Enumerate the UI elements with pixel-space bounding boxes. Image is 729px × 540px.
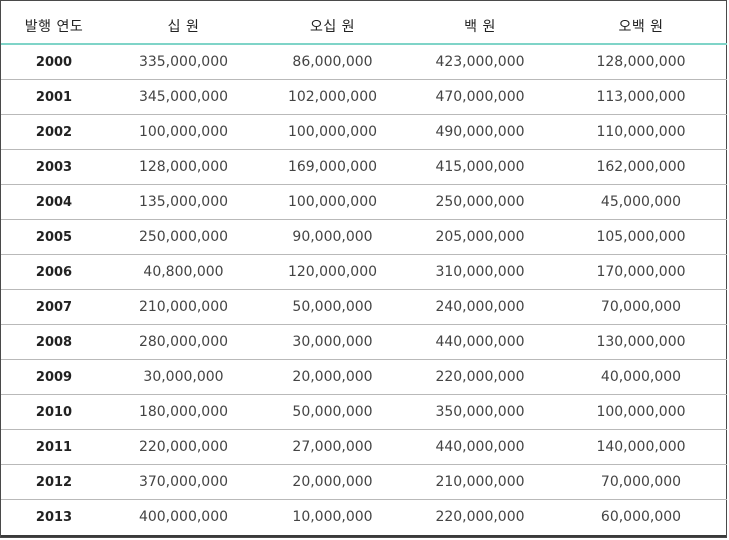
header-500-won: 오백 원: [555, 9, 727, 45]
five-hundred-won-cell: 140,000,000: [555, 429, 727, 465]
fifty-won-cell: 20,000,000: [260, 359, 405, 395]
hundred-won-cell: 470,000,000: [405, 79, 555, 115]
hundred-won-cell: 490,000,000: [405, 114, 555, 150]
hundred-won-cell: 210,000,000: [405, 464, 555, 500]
five-hundred-won-cell: 130,000,000: [555, 324, 727, 360]
ten-won-cell: 335,000,000: [107, 44, 260, 80]
hundred-won-cell: 250,000,000: [405, 184, 555, 220]
year-cell: 2002: [1, 114, 107, 150]
header-10-won: 십 원: [107, 9, 260, 45]
fifty-won-cell: 30,000,000: [260, 324, 405, 360]
ten-won-cell: 400,000,000: [138, 509, 229, 525]
year-cell: 2011: [1, 429, 107, 465]
header-100-won: 백 원: [405, 9, 555, 45]
ten-won-cell: 180,000,000: [107, 394, 260, 430]
fifty-won-cell: 86,000,000: [260, 44, 405, 80]
fifty-won-cell: 27,000,000: [260, 429, 405, 465]
fifty-won-cell: 50,000,000: [260, 394, 405, 430]
five-hundred-won-cell: 170,000,000: [555, 254, 727, 290]
header-row: 발행 연도 십 원 오십 원 백 원 오백 원: [1, 9, 727, 45]
fifty-won-cell: 100,000,000: [260, 114, 405, 150]
table-row: 2009 30,000,000 20,000,000 220,000,000 40,00…: [1, 359, 727, 395]
fifty-won-cell: 102,000,000: [260, 79, 405, 115]
year-cell: 2004: [1, 184, 107, 220]
five-hundred-won-cell: 105,000,000: [555, 219, 727, 255]
five-hundred-won-cell: 40,000,000: [555, 359, 727, 395]
ten-won-cell: 220,000,000: [107, 429, 260, 465]
ten-won-cell: 250,000,000: [107, 219, 260, 255]
year-cell: 2000: [1, 44, 107, 80]
five-hundred-won-cell: 113,000,000: [555, 79, 727, 115]
fifty-won-cell: 20,000,000: [260, 464, 405, 500]
fifty-won-cell: 90,000,000: [260, 219, 405, 255]
ten-won-cell: 210,000,000: [107, 289, 260, 325]
table-row: 2006 40,800,000 120,000,000 310,000,000 170,…: [1, 254, 727, 290]
fifty-won-cell: 100,000,000: [260, 184, 405, 220]
hundred-won-cell: 220,000,000: [405, 359, 555, 395]
table-row: 2007 210,000,000 50,000,000 240,000,000 70,0…: [1, 289, 727, 325]
header-50-won: 오십 원: [260, 9, 405, 45]
hundred-won-cell: 423,000,000: [405, 44, 555, 80]
year-cell: 2013: [35, 509, 73, 525]
hundred-won-cell: 415,000,000: [405, 149, 555, 185]
table-row: 2001 345,000,000 102,000,000 470,000,000 113…: [1, 79, 727, 115]
table-row: 2002 100,000,000 100,000,000 490,000,000 110…: [1, 114, 727, 150]
ten-won-cell: 135,000,000: [107, 184, 260, 220]
ten-won-cell: 40,800,000: [107, 254, 260, 290]
table-row: 2000 335,000,000 86,000,000 423,000,000 128,…: [1, 44, 727, 80]
table-row: 2011 220,000,000 27,000,000 440,000,000 140,…: [1, 429, 727, 465]
hundred-won-cell: 205,000,000: [405, 219, 555, 255]
ten-won-cell: 100,000,000: [107, 114, 260, 150]
fifty-won-cell: 169,000,000: [260, 149, 405, 185]
table-row: 2004 135,000,000 100,000,000 250,000,000 45,…: [1, 184, 727, 220]
year-cell: 2003: [1, 149, 107, 185]
coin-issuance-table: 발행 연도 십 원 오십 원 백 원 오백 원 2000 335,000,000 8…: [1, 9, 727, 534]
ten-won-cell: 280,000,000: [107, 324, 260, 360]
ten-won-cell: 370,000,000: [107, 464, 260, 500]
five-hundred-won-cell: 70,000,000: [555, 464, 727, 500]
table-header: 발행 연도 십 원 오십 원 백 원 오백 원: [1, 9, 727, 45]
table-row: 2010 180,000,000 50,000,000 350,000,000 100,…: [1, 394, 727, 430]
fifty-won-cell: 10,000,000: [292, 509, 373, 525]
hundred-won-cell: 220,000,000: [435, 509, 525, 525]
header-year: 발행 연도: [1, 9, 107, 45]
five-hundred-won-cell: 100,000,000: [555, 394, 727, 430]
year-cell: 2006: [1, 254, 107, 290]
five-hundred-won-cell: 110,000,000: [555, 114, 727, 150]
five-hundred-won-cell: 162,000,000: [555, 149, 727, 185]
ten-won-cell: 128,000,000: [107, 149, 260, 185]
hundred-won-cell: 350,000,000: [405, 394, 555, 430]
five-hundred-won-cell: 128,000,000: [555, 44, 727, 80]
year-cell: 2007: [1, 289, 107, 325]
year-cell: 2012: [1, 464, 107, 500]
hundred-won-cell: 440,000,000: [405, 429, 555, 465]
year-cell: 2008: [1, 324, 107, 360]
table-body: 2000 335,000,000 86,000,000 423,000,000 128,…: [1, 44, 727, 534]
year-cell: 2010: [1, 394, 107, 430]
hundred-won-cell: 240,000,000: [405, 289, 555, 325]
table-row: 2013 400,000,000 10,000,000 220,000,000 60,0…: [1, 500, 727, 535]
year-cell: 2001: [1, 79, 107, 115]
ten-won-cell: 345,000,000: [107, 79, 260, 115]
fifty-won-cell: 50,000,000: [260, 289, 405, 325]
five-hundred-won-cell: 70,000,000: [555, 289, 727, 325]
five-hundred-won-cell: 60,000,000: [600, 509, 682, 525]
year-cell: 2009: [1, 359, 107, 395]
ten-won-cell: 30,000,000: [107, 359, 260, 395]
five-hundred-won-cell: 45,000,000: [555, 184, 727, 220]
year-cell: 2005: [1, 219, 107, 255]
table-row: 2008 280,000,000 30,000,000 440,000,000 130,…: [1, 324, 727, 360]
table-row: 2003 128,000,000 169,000,000 415,000,000 162…: [1, 149, 727, 185]
hundred-won-cell: 440,000,000: [405, 324, 555, 360]
table-row: 2012 370,000,000 20,000,000 210,000,000 70,0…: [1, 464, 727, 500]
hundred-won-cell: 310,000,000: [405, 254, 555, 290]
fifty-won-cell: 120,000,000: [260, 254, 405, 290]
table-row: 2005 250,000,000 90,000,000 205,000,000 105,…: [1, 219, 727, 255]
